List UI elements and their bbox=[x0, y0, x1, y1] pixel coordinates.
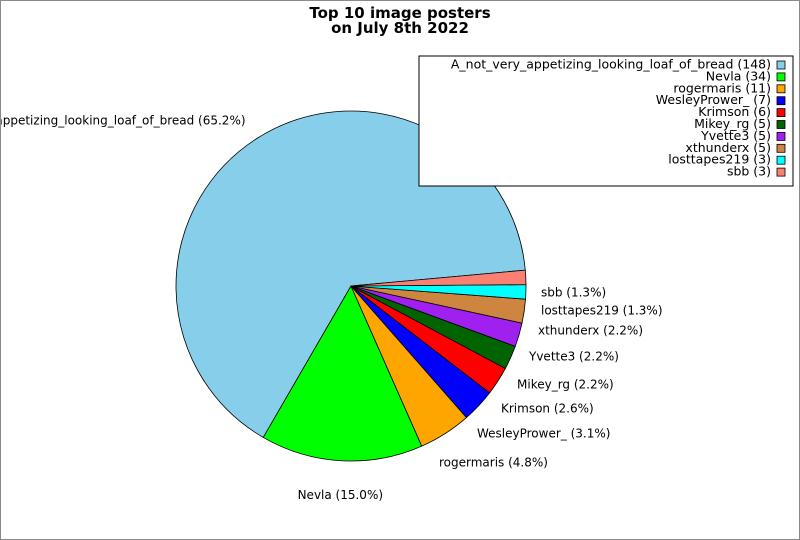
legend-entry-wesleyprower: WesleyPrower_ (7) bbox=[656, 92, 771, 107]
legend-swatch-losttapes219 bbox=[776, 155, 786, 165]
legend-swatch-a-not-very-appetizing-looking-loaf-of-bread bbox=[776, 60, 786, 70]
pie-slice-nevla bbox=[262, 285, 423, 462]
legend-entry-mikey-rg: Mikey_rg (5) bbox=[694, 116, 771, 131]
legend-box bbox=[418, 55, 794, 187]
slice-label-yvette3: Yvette3 (2.2%) bbox=[528, 350, 619, 364]
legend-entry-losttapes219: losttapes219 (3) bbox=[668, 152, 771, 167]
pie-slices bbox=[175, 110, 527, 462]
legend: A_not_very_appetizing_looking_loaf_of_br… bbox=[418, 55, 794, 187]
legend-entry-a-not-very-appetizing-looking-loaf-of-bread: A_not_very_appetizing_looking_loaf_of_br… bbox=[451, 57, 771, 72]
slice-label-a-not-very-appetizing-looking-loaf-of-bread: A_not_very_appetizing_looking_loaf_of_br… bbox=[1, 113, 246, 127]
legend-entry-rogermaris: rogermaris (11) bbox=[673, 80, 771, 95]
legend-swatch-yvette3 bbox=[776, 131, 786, 141]
pie-slice-sbb bbox=[350, 269, 527, 287]
chart-title-line-2: on July 8th 2022 bbox=[331, 19, 469, 37]
legend-entry-xthunderx: xthunderx (5) bbox=[685, 140, 771, 155]
chart-title: Top 10 image posters on July 8th 2022 bbox=[309, 4, 490, 37]
legend-swatch-nevla bbox=[776, 72, 786, 82]
legend-swatch-rogermaris bbox=[776, 84, 786, 94]
slice-label-wesleyprower: WesleyPrower_ (3.1%) bbox=[477, 427, 610, 441]
slice-label-sbb: sbb (1.3%) bbox=[541, 286, 606, 300]
slice-label-losttapes219: losttapes219 (1.3%) bbox=[541, 304, 663, 318]
slice-label-krimson: Krimson (2.6%) bbox=[501, 402, 594, 416]
legend-swatch-wesleyprower bbox=[776, 96, 786, 106]
legend-swatch-xthunderx bbox=[776, 143, 786, 153]
slice-label-xthunderx: xthunderx (2.2%) bbox=[538, 324, 643, 338]
legend-swatch-krimson bbox=[776, 108, 786, 117]
slice-labels: A_not_very_appetizing_looking_loaf_of_br… bbox=[1, 113, 663, 502]
chart-title-line-1: Top 10 image posters bbox=[309, 4, 490, 22]
legend-entry-sbb: sbb (3) bbox=[727, 164, 771, 179]
slice-label-nevla: Nevla (15.0%) bbox=[298, 488, 383, 502]
slice-label-rogermaris: rogermaris (4.8%) bbox=[439, 456, 548, 470]
legend-swatch-mikey-rg bbox=[776, 120, 786, 129]
legend-swatch-sbb bbox=[776, 167, 786, 177]
legend-entry-krimson: Krimson (6) bbox=[698, 104, 771, 119]
legend-entry-yvette3: Yvette3 (5) bbox=[700, 128, 771, 143]
slice-label-mikey-rg: Mikey_rg (2.2%) bbox=[517, 378, 614, 392]
legend-entry-nevla: Nevla (34) bbox=[706, 68, 771, 83]
